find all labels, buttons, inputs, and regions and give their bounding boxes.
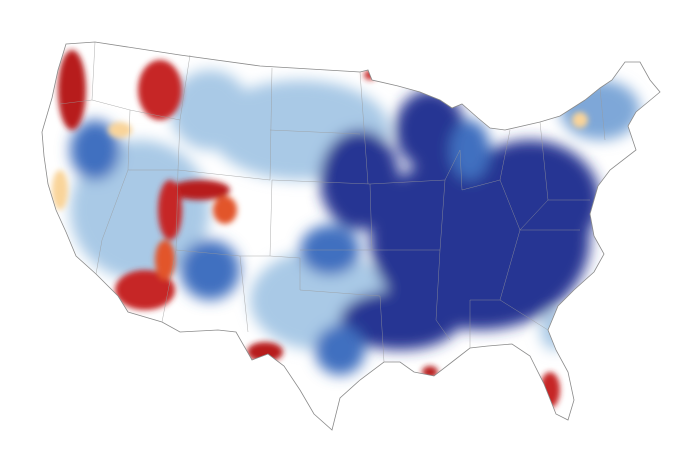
state-borders bbox=[59, 41, 606, 363]
